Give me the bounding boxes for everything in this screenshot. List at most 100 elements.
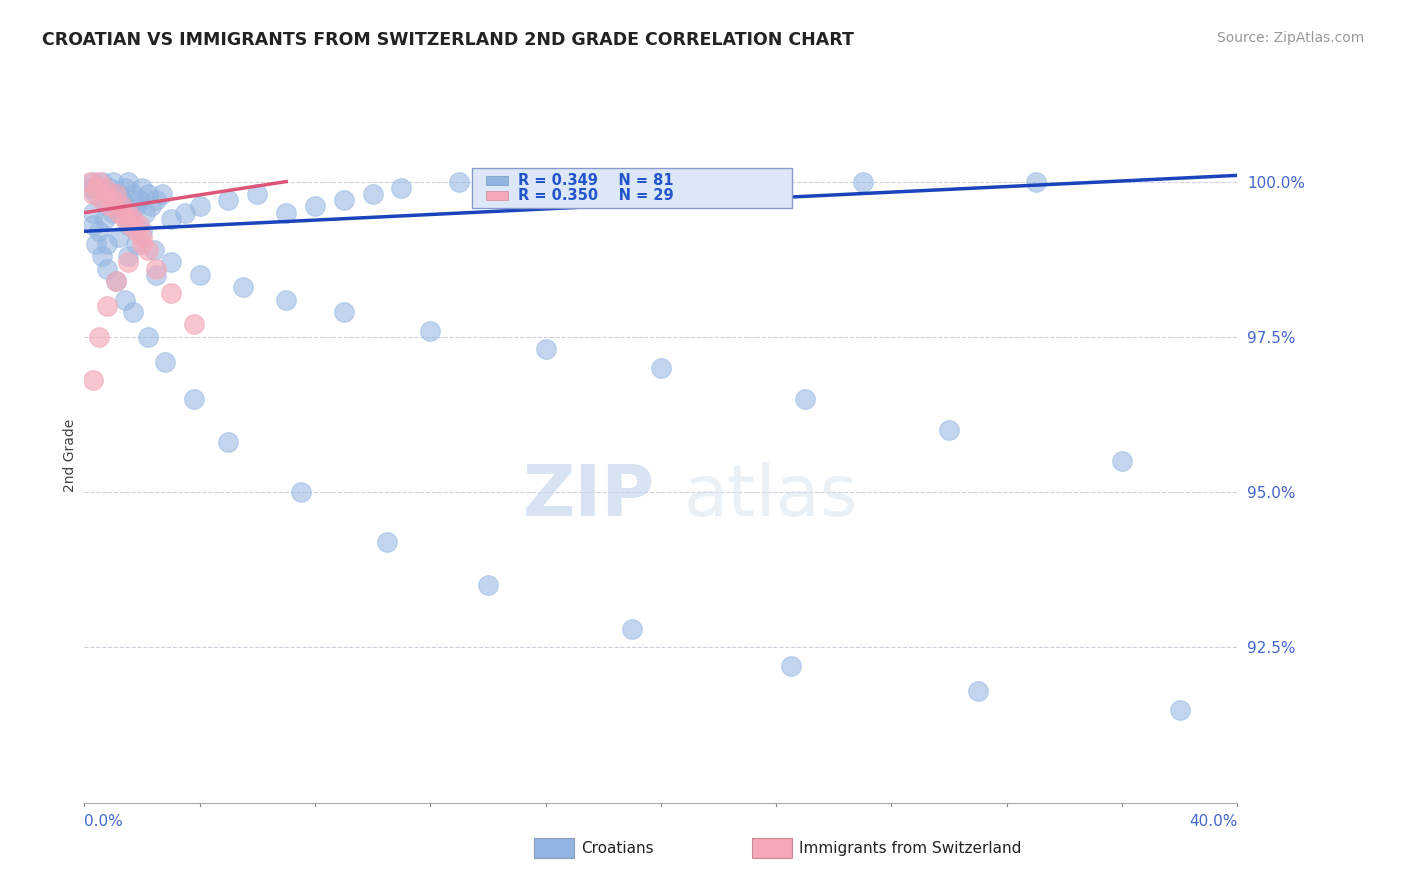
Point — [160, 255, 183, 269]
Point — [128, 193, 150, 207]
Point — [117, 249, 139, 263]
Point — [1111, 454, 1133, 468]
Text: 40.0%: 40.0% — [1189, 814, 1237, 829]
Point — [114, 211, 136, 226]
Point — [967, 684, 990, 698]
Point — [98, 181, 121, 195]
Point — [87, 181, 110, 195]
Point — [120, 205, 142, 219]
Point — [96, 236, 118, 251]
Point — [592, 175, 614, 189]
Point — [117, 175, 139, 189]
Point — [361, 187, 384, 202]
Point — [290, 485, 312, 500]
Bar — [486, 176, 509, 186]
Point — [153, 355, 176, 369]
Point — [136, 330, 159, 344]
Point — [131, 236, 153, 251]
Point — [779, 659, 801, 673]
Point — [188, 268, 211, 282]
Point — [79, 181, 101, 195]
Point — [90, 193, 112, 207]
Point — [122, 187, 145, 202]
Point — [111, 193, 134, 207]
Point — [82, 175, 104, 189]
Point — [111, 199, 134, 213]
Point — [125, 224, 148, 238]
Point — [108, 187, 131, 202]
Point — [105, 199, 128, 213]
Point — [108, 205, 131, 219]
Point — [122, 211, 145, 226]
Point — [506, 181, 529, 195]
Point — [98, 199, 121, 213]
Point — [1025, 175, 1047, 189]
Point — [103, 193, 125, 207]
Point — [114, 293, 136, 307]
Point — [391, 181, 413, 195]
Point — [707, 175, 730, 189]
Point — [136, 187, 159, 202]
Point — [96, 187, 118, 202]
Point — [188, 199, 211, 213]
Point — [128, 218, 150, 232]
Point — [96, 187, 118, 202]
Point — [304, 199, 326, 213]
Point — [131, 230, 153, 244]
Point — [117, 205, 139, 219]
Text: Croatians: Croatians — [581, 841, 654, 855]
Text: R = 0.350    N = 29: R = 0.350 N = 29 — [517, 188, 673, 203]
Point — [84, 181, 107, 195]
Y-axis label: 2nd Grade: 2nd Grade — [63, 418, 77, 491]
FancyBboxPatch shape — [472, 168, 792, 209]
Point — [174, 205, 197, 219]
Point — [103, 205, 125, 219]
Point — [477, 578, 499, 592]
Point — [449, 175, 471, 189]
Point — [82, 373, 104, 387]
Point — [90, 249, 112, 263]
Point — [160, 286, 183, 301]
Text: CROATIAN VS IMMIGRANTS FROM SWITZERLAND 2ND GRADE CORRELATION CHART: CROATIAN VS IMMIGRANTS FROM SWITZERLAND … — [42, 31, 853, 49]
Point — [333, 193, 356, 207]
Point — [534, 343, 557, 357]
Point — [1168, 703, 1191, 717]
Point — [218, 193, 240, 207]
Point — [96, 261, 118, 276]
Point — [90, 175, 112, 189]
Point — [419, 324, 441, 338]
Point — [134, 205, 156, 219]
Point — [375, 535, 398, 549]
Point — [145, 261, 167, 276]
Point — [139, 199, 162, 213]
Point — [93, 211, 115, 226]
Point — [131, 181, 153, 195]
Point — [114, 181, 136, 195]
Point — [120, 218, 142, 232]
Point — [621, 622, 644, 636]
Point — [145, 193, 167, 207]
Text: atlas: atlas — [683, 462, 858, 531]
Point — [131, 224, 153, 238]
Point — [794, 392, 817, 406]
Point — [105, 274, 128, 288]
Point — [87, 330, 110, 344]
Point — [93, 193, 115, 207]
Point — [276, 205, 298, 219]
Point — [145, 268, 167, 282]
Bar — [486, 191, 509, 201]
Point — [84, 187, 107, 202]
Point — [183, 392, 205, 406]
Text: 0.0%: 0.0% — [84, 814, 124, 829]
Point — [87, 224, 110, 238]
Point — [160, 211, 183, 226]
Point — [218, 435, 240, 450]
Point — [246, 187, 269, 202]
Point — [150, 187, 173, 202]
Point — [232, 280, 254, 294]
Point — [79, 175, 101, 189]
Text: Source: ZipAtlas.com: Source: ZipAtlas.com — [1216, 31, 1364, 45]
Point — [125, 199, 148, 213]
Point — [105, 187, 128, 202]
Point — [852, 175, 875, 189]
